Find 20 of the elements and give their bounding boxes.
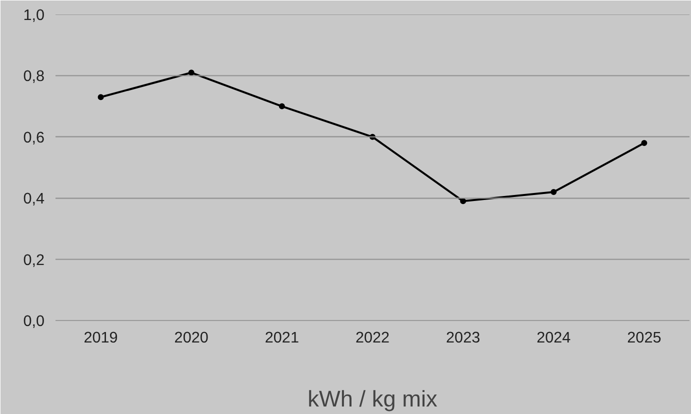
point bbox=[641, 140, 648, 146]
x-tick-label: 2020 bbox=[174, 330, 208, 346]
point bbox=[460, 198, 466, 204]
y-tick-label: 0,2 bbox=[23, 252, 45, 269]
x-tick-label: 2019 bbox=[84, 330, 118, 346]
y-tick-label: 1,0 bbox=[23, 7, 45, 24]
y-tick-label: 0,0 bbox=[23, 313, 45, 330]
x-tick-label: 2025 bbox=[627, 330, 662, 346]
x-tick-label: 2023 bbox=[446, 330, 480, 346]
x-tick-label: 2022 bbox=[355, 330, 390, 346]
x-axis-title: kWh / kg mix bbox=[308, 386, 438, 412]
x-tick-label: 2021 bbox=[264, 330, 299, 346]
y-tick-label: 0,6 bbox=[23, 129, 45, 146]
point bbox=[98, 94, 104, 100]
y-tick-label: 0,4 bbox=[23, 190, 45, 208]
x-tick-label: 2024 bbox=[536, 330, 572, 346]
point bbox=[188, 70, 194, 76]
point bbox=[278, 103, 285, 110]
y-tick-label: 0,8 bbox=[23, 68, 45, 86]
point bbox=[550, 188, 557, 195]
